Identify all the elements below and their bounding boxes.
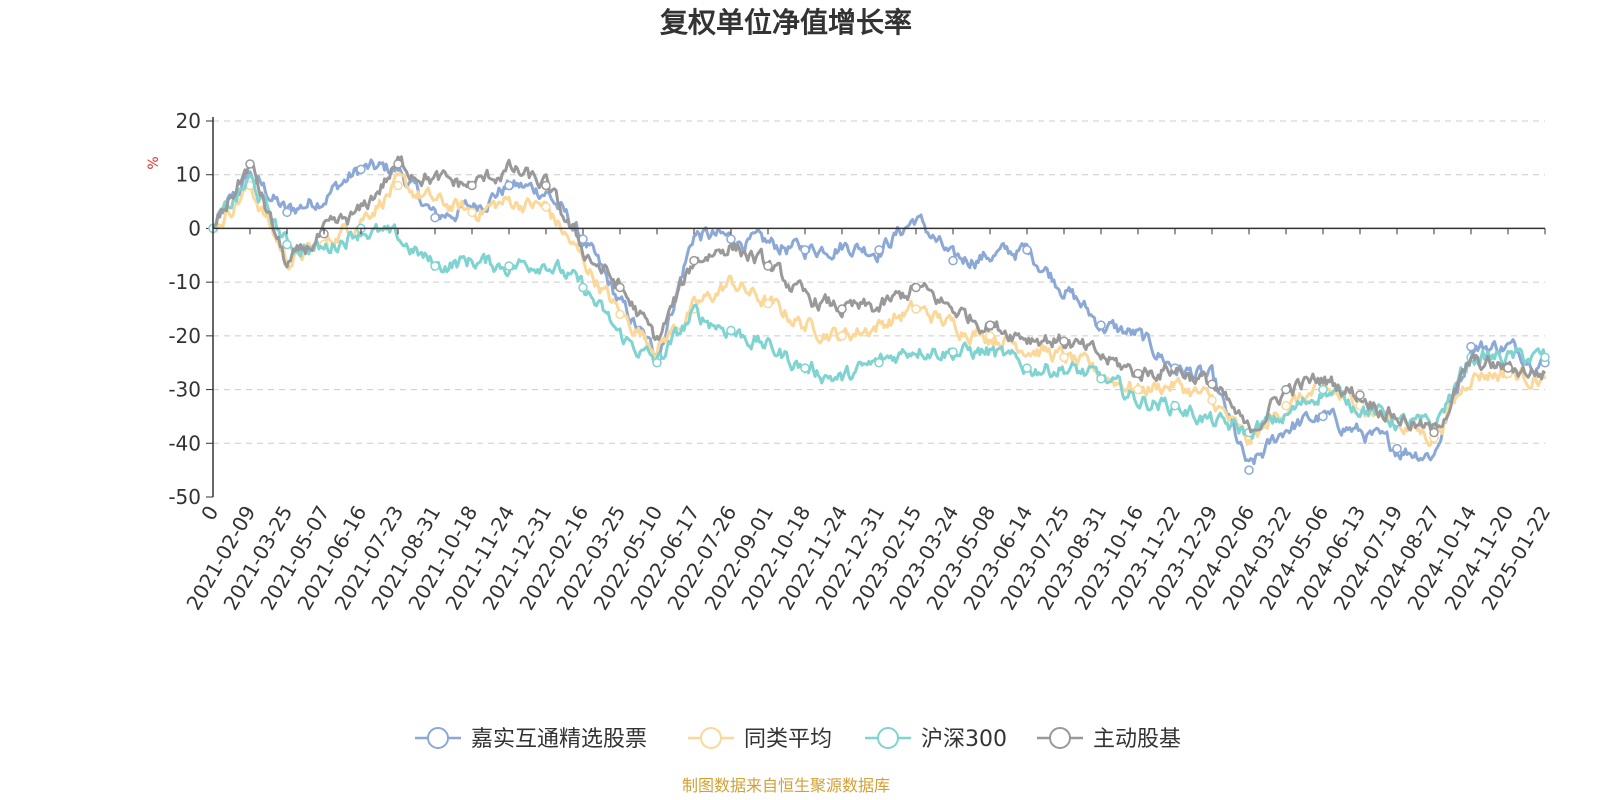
- data-point: [763, 261, 773, 271]
- legend-marker: [427, 727, 449, 749]
- series-lines: [208, 155, 1550, 475]
- data-point: [467, 207, 477, 218]
- data-point: [911, 304, 921, 314]
- y-tick-label: 10: [176, 163, 201, 187]
- source-note: 制图数据来自恒生聚源数据库: [682, 776, 890, 795]
- data-point: [1429, 427, 1439, 438]
- data-point: [282, 239, 292, 250]
- data-point: [874, 357, 884, 368]
- data-point: [541, 202, 551, 212]
- series-4: [211, 155, 1547, 438]
- x-tick-label: 0: [196, 502, 223, 525]
- y-tick-label: -40: [168, 431, 201, 455]
- data-point: [874, 245, 884, 255]
- y-axis-label: %: [146, 156, 162, 169]
- data-point: [393, 180, 403, 191]
- data-point: [1503, 363, 1513, 373]
- y-tick-label: -50: [168, 485, 201, 509]
- data-point: [541, 180, 551, 191]
- data-point: [1392, 443, 1402, 454]
- data-point: [726, 325, 736, 336]
- chart-title: 复权单位净值增长率: [660, 6, 912, 39]
- legend-label: 同类平均: [744, 727, 832, 752]
- data-point: [1170, 400, 1180, 411]
- data-point: [948, 347, 958, 357]
- legend-item-4[interactable]: 主动股基: [1037, 727, 1181, 752]
- legend-item-3[interactable]: 沪深300: [865, 727, 1007, 752]
- data-point: [615, 282, 625, 293]
- data-point: [467, 180, 477, 191]
- data-point: [1466, 341, 1476, 352]
- data-point: [393, 159, 403, 169]
- y-tick-label: 20: [176, 109, 201, 133]
- data-point: [726, 234, 736, 244]
- data-point: [245, 159, 255, 169]
- data-point: [1355, 390, 1365, 400]
- data-point: [1059, 352, 1069, 363]
- data-point: [837, 304, 847, 314]
- legend[interactable]: 嘉实互通精选股票 同类平均 沪深300 主动股基: [415, 727, 1181, 752]
- data-point: [1318, 384, 1328, 395]
- data-point: [948, 255, 958, 266]
- data-point: [1318, 411, 1328, 422]
- data-point: [800, 245, 810, 255]
- data-point: [652, 357, 662, 368]
- data-point: [430, 261, 440, 271]
- series-line: [211, 155, 1547, 434]
- data-point: [504, 261, 514, 271]
- y-tick-label: -30: [168, 378, 201, 402]
- y-tick-label: -10: [168, 270, 201, 294]
- data-point: [1059, 336, 1069, 346]
- data-point: [1244, 465, 1254, 475]
- data-point: [615, 309, 625, 320]
- data-point: [1281, 400, 1291, 411]
- legend-marker: [877, 727, 899, 749]
- x-axis: 02021-02-092021-03-252021-05-072021-06-1…: [181, 228, 1555, 614]
- legend-label: 主动股基: [1093, 727, 1181, 752]
- data-point: [763, 298, 773, 309]
- data-point: [282, 207, 292, 218]
- legend-marker: [1049, 727, 1071, 749]
- data-point: [911, 282, 921, 293]
- data-point: [578, 282, 588, 293]
- legend-item-2[interactable]: 同类平均: [688, 727, 832, 752]
- data-point: [837, 331, 847, 341]
- legend-item-1[interactable]: 嘉实互通精选股票: [415, 727, 647, 752]
- data-point: [430, 212, 440, 223]
- data-point: [1281, 384, 1291, 395]
- data-point: [1207, 379, 1217, 389]
- y-tick-label: 0: [188, 216, 201, 240]
- data-point: [1540, 352, 1550, 363]
- data-point: [1133, 368, 1143, 379]
- legend-marker: [700, 727, 722, 749]
- data-point: [1022, 245, 1032, 255]
- data-point: [1133, 384, 1143, 395]
- data-point: [1207, 395, 1217, 406]
- data-point: [1022, 363, 1032, 373]
- data-point: [800, 363, 810, 373]
- legend-label: 沪深300: [921, 727, 1007, 752]
- y-tick-label: -20: [168, 324, 201, 348]
- data-point: [689, 255, 699, 266]
- data-point: [1096, 320, 1106, 330]
- series-1: [208, 158, 1550, 475]
- y-axis: 20 10 0 -10 -20 -30 -40 -50: [168, 109, 213, 509]
- data-point: [985, 331, 995, 341]
- data-point: [985, 320, 995, 330]
- data-point: [1096, 374, 1106, 384]
- data-point: [356, 164, 366, 175]
- data-point: [504, 180, 514, 191]
- legend-label: 嘉实互通精选股票: [471, 727, 647, 752]
